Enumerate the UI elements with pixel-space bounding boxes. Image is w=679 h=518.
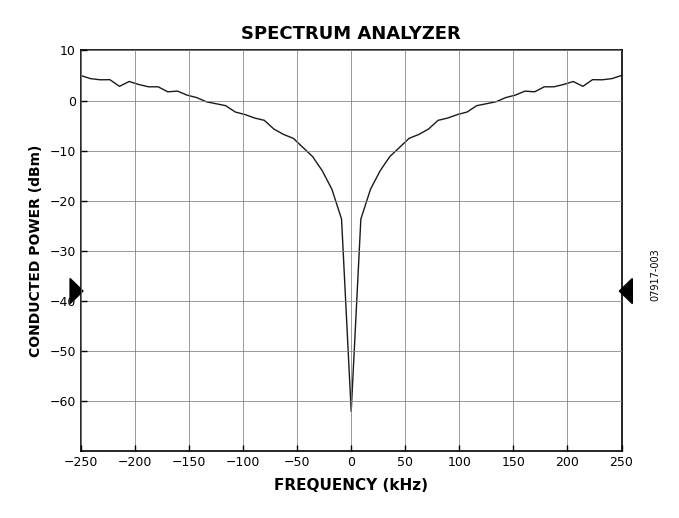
Polygon shape bbox=[619, 279, 632, 304]
Title: SPECTRUM ANALYZER: SPECTRUM ANALYZER bbox=[241, 25, 461, 44]
Text: 07917-003: 07917-003 bbox=[650, 248, 660, 301]
X-axis label: FREQUENCY (kHz): FREQUENCY (kHz) bbox=[274, 478, 428, 493]
Y-axis label: CONDUCTED POWER (dBm): CONDUCTED POWER (dBm) bbox=[29, 145, 43, 357]
Polygon shape bbox=[70, 279, 83, 304]
